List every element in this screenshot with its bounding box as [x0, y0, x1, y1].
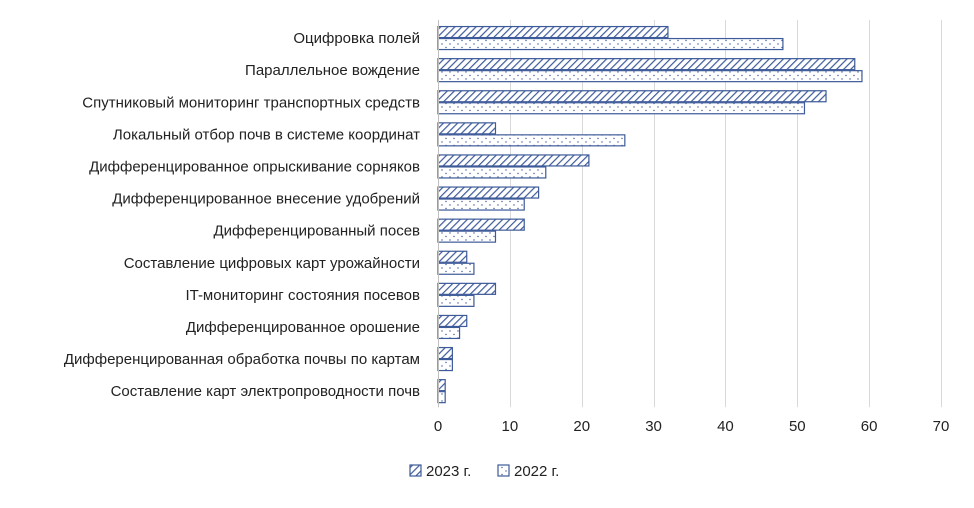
legend: 2023 г. 2022 г.	[409, 463, 559, 480]
bar-s1-4	[437, 154, 590, 167]
bar-s1-5	[437, 186, 540, 199]
bar-s1-11	[437, 379, 446, 392]
category-label-0: Оцифровка полей	[293, 30, 420, 47]
category-label-5: Дифференцированное внесение удобрений	[112, 191, 420, 208]
bar-s2-4	[437, 166, 547, 179]
grid-lines	[510, 20, 942, 408]
bar-s2-10	[437, 358, 453, 372]
legend-label-s2: 2022 г.	[514, 463, 559, 480]
legend-label-s1: 2023 г.	[426, 463, 471, 480]
bar-s1-9	[437, 314, 468, 328]
bar-s2-0	[437, 37, 784, 51]
category-label-3: Локальный отбор почв в системе координат	[113, 126, 420, 143]
bar-s2-2	[437, 102, 806, 115]
bar-s1-2	[437, 90, 827, 103]
bar-s1-8	[437, 282, 497, 295]
x-tick-label-50: 50	[789, 418, 806, 435]
category-label-1: Параллельное вождение	[245, 62, 420, 79]
bar-s2-3	[437, 134, 626, 147]
bar-s1-7	[437, 250, 468, 263]
legend-swatch-s2	[497, 464, 510, 477]
bar-s1-0	[437, 25, 669, 39]
category-label-7: Составление цифровых карт урожайности	[124, 255, 420, 272]
x-tick-label-60: 60	[861, 418, 878, 435]
bar-s2-5	[437, 198, 525, 211]
category-label-8: IT-мониторинг состояния посевов	[185, 287, 420, 304]
bar-s2-8	[437, 294, 475, 307]
x-tick-label-30: 30	[645, 418, 662, 435]
category-label-11: Составление карт электропроводности почв	[111, 383, 420, 400]
bar-s2-7	[437, 262, 475, 275]
bar-s2-6	[437, 230, 497, 243]
category-labels: Оцифровка полей Параллельное вождение Спут…	[64, 30, 420, 400]
x-tick-label-20: 20	[573, 418, 590, 435]
category-label-6: Дифференцированный посев	[214, 223, 421, 240]
bar-s2-9	[437, 326, 461, 340]
bar-s2-11	[437, 391, 446, 404]
bar-s2-1	[437, 70, 863, 83]
category-label-2: Спутниковый мониторинг транспортных сред…	[82, 94, 420, 111]
bars	[437, 25, 863, 404]
x-tick-label-40: 40	[717, 418, 734, 435]
x-tick-label-70: 70	[933, 418, 950, 435]
bar-s1-3	[437, 122, 497, 135]
category-label-9: Дифференцированное орошение	[186, 319, 420, 336]
category-label-4: Дифференцированное опрыскивание сорняков	[89, 158, 420, 175]
bar-s1-1	[437, 58, 856, 71]
x-tick-label-0: 0	[434, 418, 442, 435]
x-tick-labels: 0 10 20 30 40 50 60 70	[434, 418, 950, 435]
legend-swatch-s1	[409, 464, 422, 477]
category-label-10: Дифференцированная обработка почвы по ка…	[64, 351, 420, 368]
x-tick-label-10: 10	[502, 418, 519, 435]
bar-s1-6	[437, 218, 525, 231]
bar-s1-10	[437, 346, 453, 360]
